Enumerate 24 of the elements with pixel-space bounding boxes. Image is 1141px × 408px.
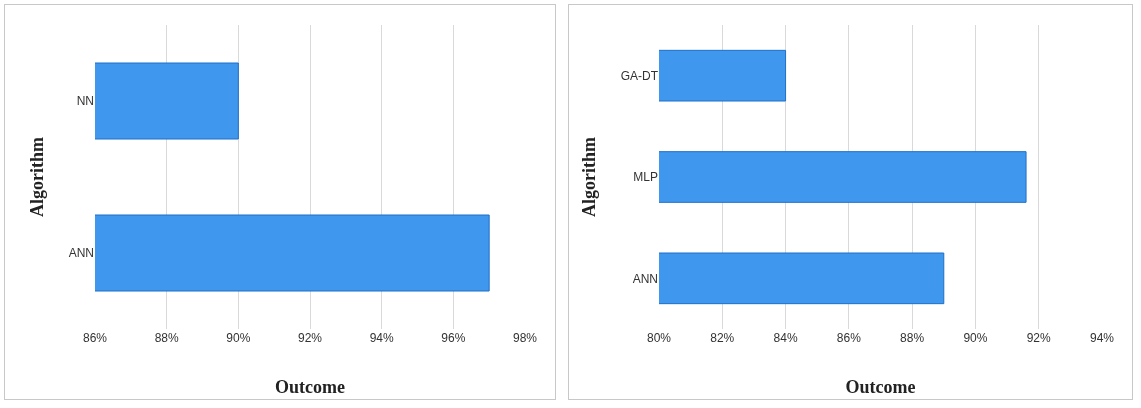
y-tick-label: MLP bbox=[633, 170, 658, 185]
x-tick-label: 82% bbox=[710, 331, 735, 345]
x-tick-label: 88% bbox=[154, 331, 179, 345]
x-tick-label: 92% bbox=[297, 331, 323, 345]
y-axis-title: Algorithm bbox=[578, 137, 599, 217]
x-tick-label: 90% bbox=[963, 331, 988, 345]
x-tick-label: 86% bbox=[836, 331, 862, 345]
x-tick-label: 90% bbox=[226, 331, 251, 345]
y-tick-label: NN bbox=[76, 94, 94, 109]
x-tick-label: 94% bbox=[1089, 331, 1115, 345]
x-axis-title: Outcome bbox=[275, 377, 345, 397]
y-tick-label: ANN bbox=[632, 271, 658, 286]
y-tick-label: GA-DT bbox=[620, 68, 659, 83]
x-tick-label: 96% bbox=[441, 331, 466, 345]
x-tick-label: 86% bbox=[82, 331, 108, 345]
y-tick-label: ANN bbox=[68, 246, 94, 261]
x-tick-label: 80% bbox=[646, 331, 672, 345]
x-axis-title: Outcome bbox=[845, 377, 916, 397]
x-tick-label: 88% bbox=[900, 331, 925, 345]
x-tick-label: 84% bbox=[773, 331, 798, 345]
x-tick-label: 92% bbox=[1026, 331, 1052, 345]
x-tick-label: 94% bbox=[369, 331, 394, 345]
y-axis-title: Algorithm bbox=[26, 137, 47, 217]
x-tick-label: 98% bbox=[512, 331, 538, 345]
